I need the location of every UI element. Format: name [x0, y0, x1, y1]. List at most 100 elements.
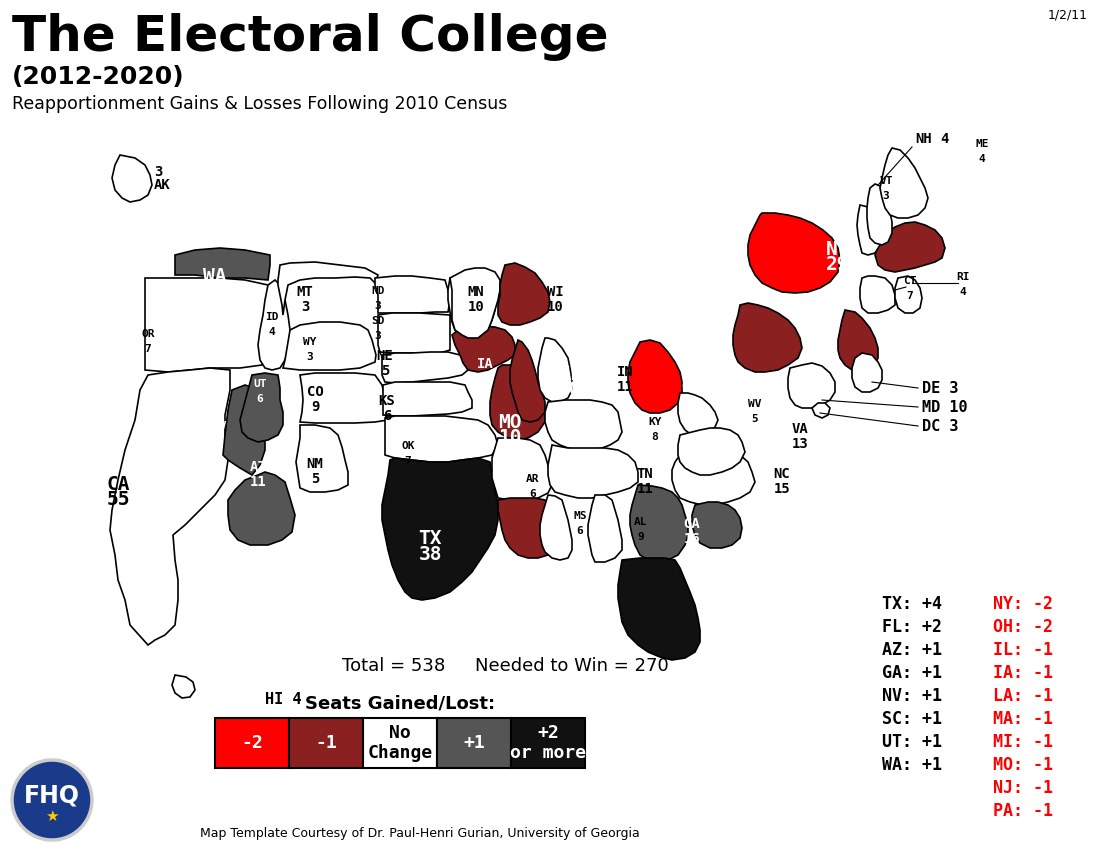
Text: 11: 11 — [636, 482, 654, 496]
Polygon shape — [145, 278, 268, 372]
Polygon shape — [867, 184, 892, 245]
Text: AR: AR — [526, 474, 540, 484]
Text: WI: WI — [546, 285, 564, 299]
Text: +2
or more: +2 or more — [510, 723, 586, 762]
Polygon shape — [448, 276, 495, 338]
Polygon shape — [692, 502, 742, 548]
Polygon shape — [296, 425, 348, 492]
Text: MI: MI — [606, 293, 629, 312]
Polygon shape — [510, 340, 545, 422]
Bar — [437, 718, 511, 768]
Text: FL: +2: FL: +2 — [882, 618, 942, 636]
Polygon shape — [175, 248, 270, 280]
Text: UT: UT — [253, 379, 267, 389]
Text: 29: 29 — [826, 255, 850, 273]
Text: MO: -1: MO: -1 — [993, 756, 1053, 774]
Text: GA: GA — [684, 517, 700, 531]
Polygon shape — [857, 205, 880, 255]
Text: 9: 9 — [637, 532, 644, 542]
Text: 11: 11 — [617, 380, 633, 394]
Text: NY: NY — [826, 239, 850, 258]
Polygon shape — [227, 472, 295, 545]
Text: TX: +4: TX: +4 — [882, 595, 942, 613]
Text: AZ: +1: AZ: +1 — [882, 641, 942, 659]
Text: PA: PA — [808, 324, 832, 344]
Text: The Electoral College: The Electoral College — [12, 13, 609, 61]
Polygon shape — [895, 276, 922, 313]
Text: 10: 10 — [468, 300, 485, 314]
Polygon shape — [300, 373, 388, 423]
Polygon shape — [498, 263, 550, 325]
Polygon shape — [112, 155, 152, 202]
Text: ND: ND — [371, 286, 385, 296]
Polygon shape — [173, 675, 195, 698]
Bar — [363, 718, 437, 768]
Text: 3: 3 — [154, 165, 163, 179]
Text: MA: MA — [952, 202, 965, 212]
Text: NV: NV — [213, 421, 226, 431]
Text: 5: 5 — [381, 364, 389, 378]
Text: ID: ID — [265, 312, 279, 322]
Text: 7: 7 — [907, 291, 913, 301]
Text: DE 3: DE 3 — [922, 380, 958, 396]
Text: CA: CA — [107, 475, 130, 493]
Text: MT: MT — [297, 285, 313, 299]
Text: OH: OH — [680, 357, 703, 375]
Bar — [289, 718, 363, 768]
Polygon shape — [490, 365, 545, 440]
Text: 6: 6 — [382, 409, 391, 423]
Polygon shape — [223, 385, 265, 475]
Text: 4: 4 — [959, 287, 966, 297]
Polygon shape — [545, 400, 622, 450]
Text: 38: 38 — [419, 544, 442, 564]
Text: 6: 6 — [530, 489, 536, 499]
Text: 55: 55 — [107, 490, 130, 509]
Polygon shape — [733, 303, 802, 372]
Text: AL: AL — [634, 517, 647, 527]
Text: WA: +1: WA: +1 — [882, 756, 942, 774]
Polygon shape — [110, 368, 230, 645]
Text: PA: -1: PA: -1 — [993, 802, 1053, 820]
Circle shape — [12, 760, 92, 840]
Text: Reapportionment Gains & Losses Following 2010 Census: Reapportionment Gains & Losses Following… — [12, 95, 508, 113]
Polygon shape — [540, 495, 571, 560]
Polygon shape — [671, 450, 755, 505]
Text: 4: 4 — [268, 327, 276, 337]
Text: 11: 11 — [249, 475, 266, 489]
Text: Total = 538: Total = 538 — [342, 657, 445, 675]
Text: NM: NM — [307, 457, 323, 471]
Text: VT: VT — [879, 176, 892, 186]
Polygon shape — [588, 495, 622, 562]
Text: 20: 20 — [808, 340, 832, 358]
Polygon shape — [628, 340, 682, 413]
Text: NE: NE — [377, 349, 393, 363]
Bar — [215, 718, 289, 768]
Text: -2: -2 — [241, 734, 263, 752]
Text: KS: KS — [379, 394, 396, 408]
Text: NV: +1: NV: +1 — [882, 687, 942, 705]
Text: NJ: NJ — [893, 331, 907, 341]
Polygon shape — [618, 558, 700, 660]
Text: 3: 3 — [307, 352, 313, 362]
Text: 4: 4 — [978, 154, 986, 164]
Text: 8: 8 — [545, 579, 552, 589]
Text: 5: 5 — [311, 472, 319, 486]
Text: 14: 14 — [893, 346, 907, 356]
Text: 12: 12 — [203, 282, 226, 301]
Text: MN: MN — [468, 285, 485, 299]
Text: ★: ★ — [45, 808, 59, 824]
Text: Seats Gained/Lost:: Seats Gained/Lost: — [304, 695, 495, 713]
Text: 15: 15 — [774, 482, 790, 496]
Text: 3: 3 — [375, 331, 381, 341]
Polygon shape — [548, 445, 639, 498]
Text: FL: FL — [770, 634, 793, 654]
Polygon shape — [788, 363, 835, 408]
Polygon shape — [880, 148, 928, 218]
Text: NJ: -1: NJ: -1 — [993, 779, 1053, 797]
Polygon shape — [839, 310, 878, 372]
Text: DC 3: DC 3 — [922, 419, 958, 434]
Text: 8: 8 — [652, 432, 658, 442]
Text: UT: +1: UT: +1 — [882, 733, 942, 751]
Text: IA: -1: IA: -1 — [993, 664, 1053, 682]
Polygon shape — [852, 353, 882, 392]
